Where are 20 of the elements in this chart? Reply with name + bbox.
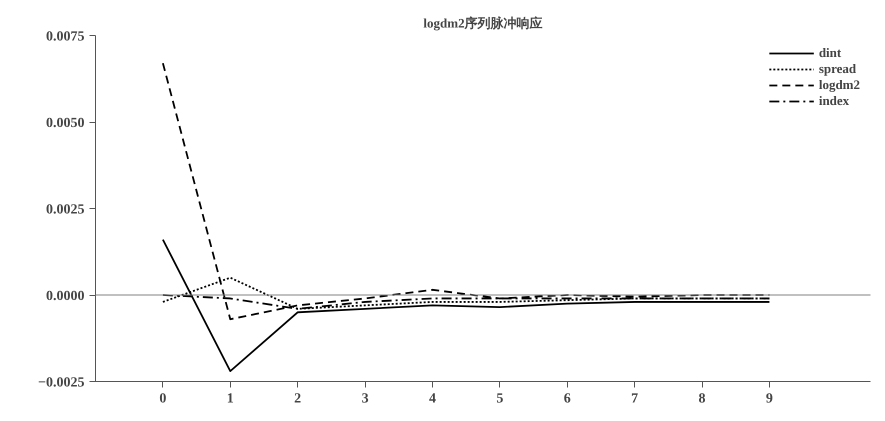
legend-label: index (818, 93, 850, 109)
legend-label: spread (818, 61, 856, 77)
x-tick-label: 4 (428, 392, 436, 406)
y-tick-label: 0.0050 (46, 116, 84, 131)
y-tick-label: 0.0000 (46, 289, 84, 304)
x-tick-label: 1 (226, 392, 234, 406)
y-tick-label: 0.0075 (46, 30, 84, 44)
legend-label: dint (818, 45, 842, 61)
legend-label: logdm2 (818, 77, 860, 93)
chart-title: logdm2序列脉冲响应 (423, 16, 543, 30)
x-tick-label: 9 (766, 392, 773, 406)
y-tick-label: −0.0025 (38, 376, 85, 390)
x-tick-label: 2 (294, 392, 302, 406)
x-tick-label: 3 (362, 392, 369, 406)
x-tick-label: 6 (564, 392, 571, 406)
x-tick-label: 0 (159, 392, 166, 406)
x-tick-label: 8 (698, 392, 706, 406)
x-tick-label: 7 (631, 392, 638, 406)
y-tick-label: 0.0025 (46, 202, 84, 218)
x-tick-label: 5 (496, 392, 504, 406)
